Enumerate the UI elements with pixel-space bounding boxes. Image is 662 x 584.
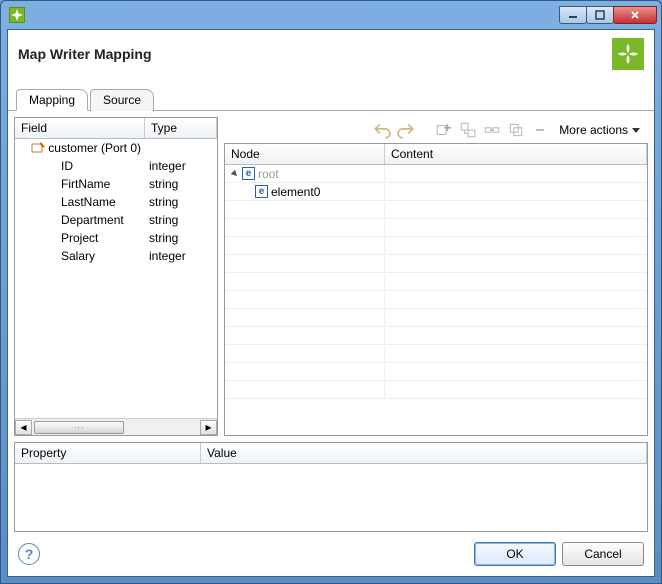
field-row[interactable]: FirtNamestring [15, 175, 217, 193]
field-row[interactable]: Salaryinteger [15, 247, 217, 265]
port-row[interactable]: customer (Port 0) [15, 139, 217, 157]
redo-icon[interactable] [397, 121, 415, 139]
toolbar: More actions [224, 117, 648, 143]
property-body[interactable] [15, 464, 647, 531]
close-button[interactable] [613, 6, 657, 24]
add-node-icon[interactable] [435, 121, 453, 139]
brand-logo [612, 38, 644, 70]
tab-source[interactable]: Source [90, 89, 154, 111]
property-header[interactable]: Property [15, 443, 201, 463]
app-icon [9, 7, 25, 23]
more-actions-label: More actions [559, 123, 628, 137]
field-row[interactable]: IDinteger [15, 157, 217, 175]
field-row[interactable]: Projectstring [15, 229, 217, 247]
duplicate-icon[interactable] [507, 121, 525, 139]
horizontal-scrollbar[interactable]: ◂ ∙∙∙ ▸ [15, 418, 217, 435]
add-child-icon[interactable] [459, 121, 477, 139]
node-tree-body[interactable]: e root e element0 [225, 165, 647, 435]
window-frame: Map Writer Mapping Mapping Source Field … [0, 0, 662, 584]
tabs: Mapping Source [8, 88, 654, 111]
property-panel: Property Value [14, 442, 648, 532]
more-actions-dropdown[interactable]: More actions [555, 123, 644, 137]
ok-button[interactable]: OK [474, 542, 556, 566]
scroll-thumb[interactable]: ∙∙∙ [34, 421, 124, 434]
link-icon[interactable] [483, 121, 501, 139]
cancel-button[interactable]: Cancel [562, 542, 644, 566]
remove-icon[interactable] [531, 121, 549, 139]
root-label: root [258, 167, 279, 181]
scroll-right-icon[interactable]: ▸ [200, 420, 217, 435]
port-label: customer (Port 0) [48, 141, 141, 155]
tree-row-root[interactable]: e root [225, 165, 647, 183]
tree-row-child[interactable]: e element0 [225, 183, 647, 201]
maximize-button[interactable] [586, 6, 614, 24]
field-header[interactable]: Field [15, 118, 145, 138]
field-row[interactable]: LastNamestring [15, 193, 217, 211]
element-label: element0 [271, 185, 320, 199]
chevron-down-icon [632, 128, 640, 133]
window-body: Map Writer Mapping Mapping Source Field … [7, 29, 655, 577]
content-header[interactable]: Content [385, 144, 647, 164]
expander-icon[interactable] [229, 168, 240, 179]
titlebar[interactable] [1, 1, 661, 29]
minimize-button[interactable] [559, 6, 587, 24]
value-header[interactable]: Value [201, 443, 647, 463]
type-header[interactable]: Type [145, 118, 217, 138]
dialog-title: Map Writer Mapping [18, 46, 152, 62]
scroll-left-icon[interactable]: ◂ [15, 420, 32, 435]
help-button[interactable]: ? [18, 543, 40, 565]
element-icon: e [255, 185, 268, 198]
undo-icon[interactable] [373, 121, 391, 139]
field-row[interactable]: Departmentstring [15, 211, 217, 229]
element-icon: e [242, 167, 255, 180]
field-grid: Field Type customer (Port 0) IDinteger F… [14, 117, 218, 436]
port-icon [31, 142, 45, 154]
tab-mapping[interactable]: Mapping [16, 89, 88, 111]
node-header[interactable]: Node [225, 144, 385, 164]
field-grid-body[interactable]: customer (Port 0) IDinteger FirtNamestri… [15, 139, 217, 418]
node-tree: Node Content e root [224, 143, 648, 436]
